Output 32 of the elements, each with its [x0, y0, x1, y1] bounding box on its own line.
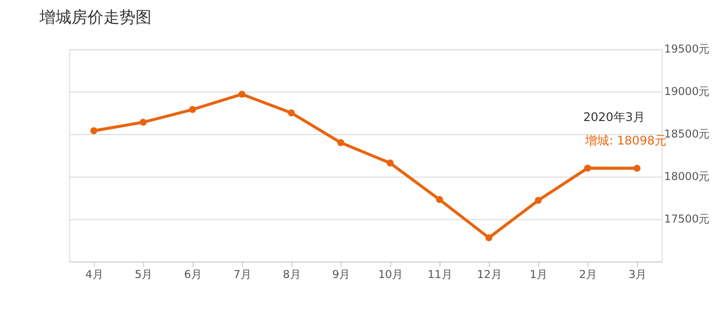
x-tick-label: 5月 [134, 268, 153, 281]
x-tick-label: 3月 [628, 268, 646, 281]
y-tick-label: 18500元 [664, 128, 710, 141]
x-tick-label: 2月 [579, 268, 598, 281]
point [189, 106, 196, 113]
point [436, 196, 443, 204]
x-tick-label: 12月 [476, 268, 502, 281]
point [534, 196, 542, 204]
point [140, 118, 147, 126]
chart-title: 增城房价走势图 [38, 8, 152, 27]
point [485, 234, 492, 242]
annotation: 增城: 18098元 [584, 134, 667, 148]
annotation: 2020年3月 [583, 110, 645, 124]
point [584, 164, 592, 172]
point [634, 164, 641, 172]
point [288, 109, 295, 116]
y-tick-label: 19000元 [664, 85, 710, 98]
x-tick-label: 1月 [530, 268, 548, 281]
point [238, 90, 246, 98]
y-tick-label: 17500元 [664, 212, 710, 226]
x-tick-label: 11月 [428, 268, 452, 281]
x-tick-label: 9月 [332, 268, 350, 281]
x-tick-label: 8月 [282, 268, 301, 281]
x-tick-label: 4月 [85, 268, 104, 281]
point [337, 139, 344, 146]
x-tick-label: 6月 [184, 268, 202, 281]
x-tick-label: 7月 [234, 268, 252, 281]
x-tick-label: 10月 [378, 268, 404, 281]
point [386, 160, 394, 167]
y-tick-label: 18000元 [664, 170, 710, 184]
y-tick-label: 19500元 [664, 42, 710, 56]
point [90, 127, 98, 134]
